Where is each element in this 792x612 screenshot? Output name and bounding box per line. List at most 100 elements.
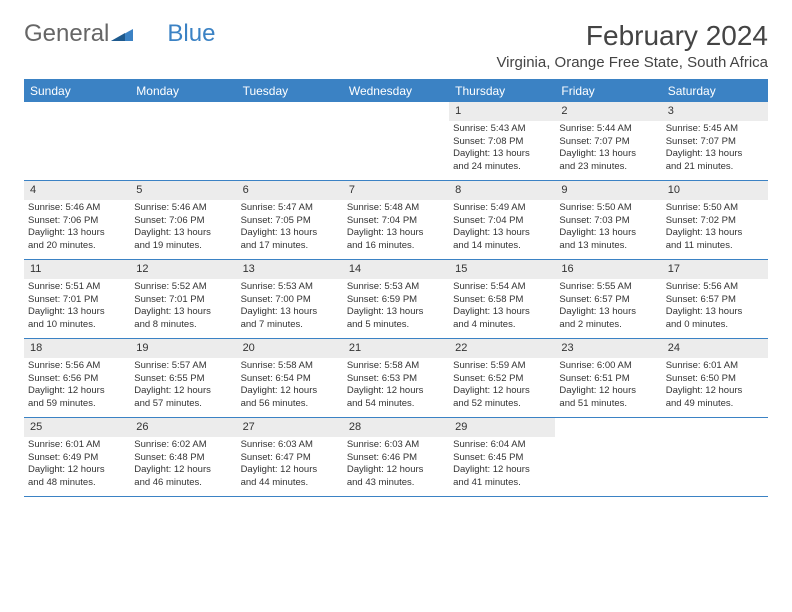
calendar-cell: 8Sunrise: 5:49 AMSunset: 7:04 PMDaylight… <box>449 181 555 259</box>
daylight2-text: and 48 minutes. <box>28 477 126 490</box>
sunrise-text: Sunrise: 5:50 AM <box>559 202 657 215</box>
cell-content: Sunrise: 5:50 AMSunset: 7:02 PMDaylight:… <box>662 200 768 257</box>
calendar-cell: 9Sunrise: 5:50 AMSunset: 7:03 PMDaylight… <box>555 181 661 259</box>
cell-content: Sunrise: 5:59 AMSunset: 6:52 PMDaylight:… <box>449 358 555 415</box>
sunrise-text: Sunrise: 5:47 AM <box>241 202 339 215</box>
daylight1-text: Daylight: 13 hours <box>241 306 339 319</box>
sunset-text: Sunset: 7:05 PM <box>241 215 339 228</box>
day-number: 11 <box>24 260 130 279</box>
sunrise-text: Sunrise: 5:55 AM <box>559 281 657 294</box>
daylight1-text: Daylight: 13 hours <box>453 306 551 319</box>
day-number: 5 <box>130 181 236 200</box>
daylight2-text: and 43 minutes. <box>347 477 445 490</box>
daylight1-text: Daylight: 13 hours <box>666 227 764 240</box>
day-header: Thursday <box>449 80 555 102</box>
calendar-cell <box>237 102 343 180</box>
daylight1-text: Daylight: 13 hours <box>453 227 551 240</box>
sunrise-text: Sunrise: 5:43 AM <box>453 123 551 136</box>
calendar-cell: 29Sunrise: 6:04 AMSunset: 6:45 PMDayligh… <box>449 418 555 496</box>
day-number: 17 <box>662 260 768 279</box>
daylight1-text: Daylight: 13 hours <box>559 227 657 240</box>
day-number: 23 <box>555 339 661 358</box>
calendar-cell: 3Sunrise: 5:45 AMSunset: 7:07 PMDaylight… <box>662 102 768 180</box>
page-title: February 2024 <box>496 20 768 52</box>
calendar-cell: 19Sunrise: 5:57 AMSunset: 6:55 PMDayligh… <box>130 339 236 417</box>
day-number: 29 <box>449 418 555 437</box>
cell-content: Sunrise: 5:58 AMSunset: 6:54 PMDaylight:… <box>237 358 343 415</box>
day-number <box>662 418 768 422</box>
daylight1-text: Daylight: 13 hours <box>453 148 551 161</box>
sunset-text: Sunset: 6:45 PM <box>453 452 551 465</box>
sunrise-text: Sunrise: 5:45 AM <box>666 123 764 136</box>
sunset-text: Sunset: 6:56 PM <box>28 373 126 386</box>
sunset-text: Sunset: 6:53 PM <box>347 373 445 386</box>
week-row: 25Sunrise: 6:01 AMSunset: 6:49 PMDayligh… <box>24 418 768 497</box>
sunrise-text: Sunrise: 5:56 AM <box>666 281 764 294</box>
sunset-text: Sunset: 7:02 PM <box>666 215 764 228</box>
daylight1-text: Daylight: 12 hours <box>453 464 551 477</box>
sunset-text: Sunset: 6:51 PM <box>559 373 657 386</box>
logo: General Blue <box>24 20 215 48</box>
day-number: 1 <box>449 102 555 121</box>
daylight1-text: Daylight: 12 hours <box>134 385 232 398</box>
daylight1-text: Daylight: 12 hours <box>134 464 232 477</box>
day-number <box>343 102 449 106</box>
day-number: 7 <box>343 181 449 200</box>
calendar-cell: 1Sunrise: 5:43 AMSunset: 7:08 PMDaylight… <box>449 102 555 180</box>
logo-triangle-icon <box>111 20 133 48</box>
sunset-text: Sunset: 6:47 PM <box>241 452 339 465</box>
daylight1-text: Daylight: 13 hours <box>347 227 445 240</box>
sunset-text: Sunset: 6:57 PM <box>666 294 764 307</box>
cell-content: Sunrise: 6:04 AMSunset: 6:45 PMDaylight:… <box>449 437 555 494</box>
cell-content: Sunrise: 5:57 AMSunset: 6:55 PMDaylight:… <box>130 358 236 415</box>
day-header: Wednesday <box>343 80 449 102</box>
cell-content: Sunrise: 6:00 AMSunset: 6:51 PMDaylight:… <box>555 358 661 415</box>
calendar-cell: 22Sunrise: 5:59 AMSunset: 6:52 PMDayligh… <box>449 339 555 417</box>
day-number: 25 <box>24 418 130 437</box>
sunset-text: Sunset: 6:59 PM <box>347 294 445 307</box>
sunset-text: Sunset: 7:07 PM <box>559 136 657 149</box>
daylight2-text: and 20 minutes. <box>28 240 126 253</box>
daylight2-text: and 0 minutes. <box>666 319 764 332</box>
daylight1-text: Daylight: 13 hours <box>134 306 232 319</box>
daylight2-text: and 8 minutes. <box>134 319 232 332</box>
daylight1-text: Daylight: 12 hours <box>453 385 551 398</box>
day-number: 12 <box>130 260 236 279</box>
sunrise-text: Sunrise: 5:51 AM <box>28 281 126 294</box>
day-number: 28 <box>343 418 449 437</box>
sunrise-text: Sunrise: 5:56 AM <box>28 360 126 373</box>
sunrise-text: Sunrise: 5:59 AM <box>453 360 551 373</box>
daylight1-text: Daylight: 13 hours <box>666 148 764 161</box>
day-header: Tuesday <box>237 80 343 102</box>
calendar-cell <box>555 418 661 496</box>
calendar-cell: 2Sunrise: 5:44 AMSunset: 7:07 PMDaylight… <box>555 102 661 180</box>
daylight2-text: and 11 minutes. <box>666 240 764 253</box>
calendar-cell <box>662 418 768 496</box>
daylight2-text: and 23 minutes. <box>559 161 657 174</box>
daylight1-text: Daylight: 12 hours <box>241 385 339 398</box>
cell-content: Sunrise: 5:47 AMSunset: 7:05 PMDaylight:… <box>237 200 343 257</box>
daylight1-text: Daylight: 13 hours <box>28 227 126 240</box>
cell-content: Sunrise: 5:58 AMSunset: 6:53 PMDaylight:… <box>343 358 449 415</box>
sunset-text: Sunset: 6:58 PM <box>453 294 551 307</box>
cell-content: Sunrise: 5:56 AMSunset: 6:56 PMDaylight:… <box>24 358 130 415</box>
daylight1-text: Daylight: 13 hours <box>347 306 445 319</box>
cell-content: Sunrise: 5:43 AMSunset: 7:08 PMDaylight:… <box>449 121 555 178</box>
calendar-cell <box>130 102 236 180</box>
day-number: 20 <box>237 339 343 358</box>
sunset-text: Sunset: 7:06 PM <box>134 215 232 228</box>
day-header: Monday <box>130 80 236 102</box>
cell-content: Sunrise: 5:46 AMSunset: 7:06 PMDaylight:… <box>130 200 236 257</box>
daylight2-text: and 14 minutes. <box>453 240 551 253</box>
cell-content: Sunrise: 6:03 AMSunset: 6:46 PMDaylight:… <box>343 437 449 494</box>
week-row: 11Sunrise: 5:51 AMSunset: 7:01 PMDayligh… <box>24 260 768 339</box>
daylight1-text: Daylight: 13 hours <box>241 227 339 240</box>
day-number <box>130 102 236 106</box>
day-number: 13 <box>237 260 343 279</box>
cell-content: Sunrise: 6:01 AMSunset: 6:49 PMDaylight:… <box>24 437 130 494</box>
day-number: 10 <box>662 181 768 200</box>
calendar-cell: 26Sunrise: 6:02 AMSunset: 6:48 PMDayligh… <box>130 418 236 496</box>
calendar-cell: 11Sunrise: 5:51 AMSunset: 7:01 PMDayligh… <box>24 260 130 338</box>
sunset-text: Sunset: 6:46 PM <box>347 452 445 465</box>
day-number: 18 <box>24 339 130 358</box>
